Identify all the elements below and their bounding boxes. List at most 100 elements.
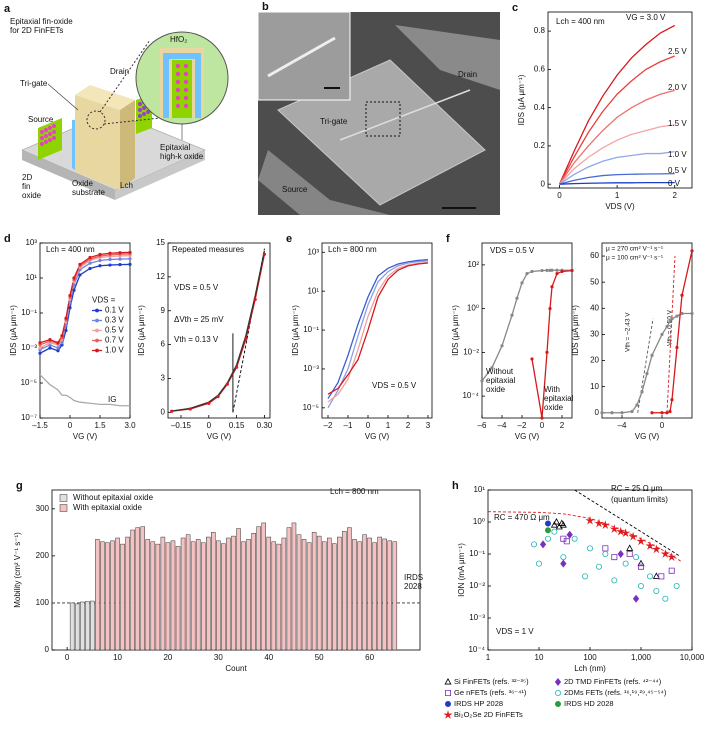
series-line bbox=[327, 258, 429, 399]
data-point bbox=[626, 551, 633, 557]
label: HfO₂ bbox=[170, 35, 187, 44]
series-label: IG bbox=[108, 395, 116, 404]
x-tick-label: 0.15 bbox=[229, 421, 245, 430]
gate-front bbox=[75, 95, 120, 190]
x-tick-label: –6 bbox=[478, 421, 487, 430]
y-tick-label: 10⁻⁴ bbox=[462, 391, 479, 400]
data-point bbox=[118, 263, 122, 267]
x-tick-label: 3.0 bbox=[124, 421, 136, 430]
legend-label: 0.7 V bbox=[105, 336, 124, 345]
data-point bbox=[555, 271, 559, 276]
y-tick-label: 100 bbox=[36, 598, 50, 607]
gate-top bbox=[75, 85, 135, 110]
zoom-line bbox=[99, 39, 151, 113]
data-point bbox=[539, 540, 547, 549]
x-axis-label: VG (V) bbox=[515, 432, 540, 441]
data-point bbox=[571, 535, 578, 542]
chart: c 0 1 2 0 0.2 0.4 0.6 0.8 VDS (V) IDS (μA μm⁻¹) Lch… bbox=[512, 2, 693, 211]
y-axis-label: IDS (μA μm⁻¹) bbox=[517, 74, 526, 125]
data-point bbox=[78, 273, 82, 277]
y-tick-label: 10¹ bbox=[25, 273, 37, 282]
data-point bbox=[651, 544, 661, 554]
data-point bbox=[108, 263, 112, 267]
data-point bbox=[660, 332, 664, 337]
series-line bbox=[558, 55, 675, 185]
y-tick-label: 40 bbox=[590, 303, 599, 312]
label: Drain bbox=[110, 67, 129, 76]
bar bbox=[140, 526, 146, 651]
data-point bbox=[670, 317, 674, 321]
annotation: Vth = 0.50 V bbox=[667, 309, 674, 346]
bar bbox=[160, 536, 166, 651]
data-point bbox=[559, 521, 567, 528]
legend-label: With epitaxial oxide bbox=[73, 503, 142, 512]
x-tick-label: –1 bbox=[344, 421, 353, 430]
drain-pad bbox=[395, 25, 500, 90]
bar bbox=[367, 537, 372, 651]
reference-line bbox=[232, 248, 265, 413]
y-tick-label: 10⁻¹ bbox=[21, 308, 37, 317]
y-tick-label: 10³ bbox=[307, 247, 319, 256]
data-point bbox=[602, 551, 609, 558]
y-tick-label: 10² bbox=[467, 260, 479, 269]
legend-marker bbox=[554, 677, 562, 687]
data-point bbox=[665, 324, 669, 329]
y-tick-label: 60 bbox=[590, 251, 599, 260]
bar bbox=[195, 539, 201, 651]
bar bbox=[316, 535, 322, 651]
bar bbox=[246, 539, 251, 651]
bar bbox=[362, 534, 367, 651]
y-axis-label: Mobility (cm² V⁻¹ s⁻¹) bbox=[13, 532, 22, 608]
bar bbox=[342, 531, 347, 651]
data-point bbox=[660, 549, 670, 558]
y-tick-label: 0.2 bbox=[534, 141, 546, 150]
data-point bbox=[600, 411, 604, 415]
y-tick-label: 10⁻¹ bbox=[469, 549, 485, 558]
y-tick-label: 10⁻³ bbox=[21, 343, 37, 352]
series-line bbox=[482, 269, 572, 382]
data-point bbox=[216, 394, 220, 399]
panel-letter: g bbox=[16, 480, 23, 492]
panel-letter: c bbox=[512, 2, 518, 14]
data-point bbox=[560, 554, 567, 561]
data-point bbox=[244, 337, 248, 341]
data-point bbox=[544, 527, 551, 534]
bar bbox=[301, 539, 307, 651]
legend-marker bbox=[95, 338, 99, 343]
data-point bbox=[108, 251, 112, 255]
x-tick-label: 0 bbox=[366, 421, 371, 430]
data-point bbox=[490, 366, 494, 370]
y-tick-label: 10 bbox=[590, 382, 599, 391]
reference-label: RC = 470 Ω μm bbox=[494, 513, 550, 522]
data-point bbox=[64, 328, 68, 333]
y-tick-label: 0 bbox=[595, 408, 600, 417]
bar bbox=[377, 536, 382, 651]
bar bbox=[261, 522, 266, 651]
data-point bbox=[665, 411, 669, 415]
data-point bbox=[544, 520, 551, 527]
y-tick-label: 0.6 bbox=[534, 65, 546, 74]
data-point bbox=[611, 577, 618, 584]
data-point bbox=[652, 572, 660, 579]
series-label: With epitaxial oxide bbox=[544, 385, 576, 412]
y-tick-label: 10⁻³ bbox=[469, 613, 485, 622]
data-point bbox=[88, 261, 92, 265]
data-point bbox=[668, 319, 672, 323]
y-tick-label: 10⁻⁵ bbox=[21, 378, 37, 387]
bar bbox=[226, 537, 231, 651]
y-tick-label: 10⁻⁷ bbox=[21, 413, 37, 422]
legend-label: 1.0 V bbox=[105, 346, 124, 355]
data-point bbox=[611, 554, 618, 561]
series-label: 0 V bbox=[668, 179, 681, 188]
y-axis-label: ION (mA μm⁻¹) bbox=[457, 543, 466, 597]
bar bbox=[332, 543, 337, 651]
data-point bbox=[630, 409, 634, 414]
bar bbox=[165, 542, 171, 651]
series-label: 1.0 V bbox=[668, 150, 687, 159]
chart: g 0 10 20 30 40 50 60 0 100 200 300 Count Mobility (c… bbox=[13, 480, 425, 673]
data-point bbox=[98, 258, 102, 263]
data-point bbox=[585, 515, 595, 525]
data-point bbox=[262, 252, 267, 256]
x-tick-label: 10 bbox=[113, 653, 122, 662]
series-label: 2.5 V bbox=[668, 47, 687, 56]
